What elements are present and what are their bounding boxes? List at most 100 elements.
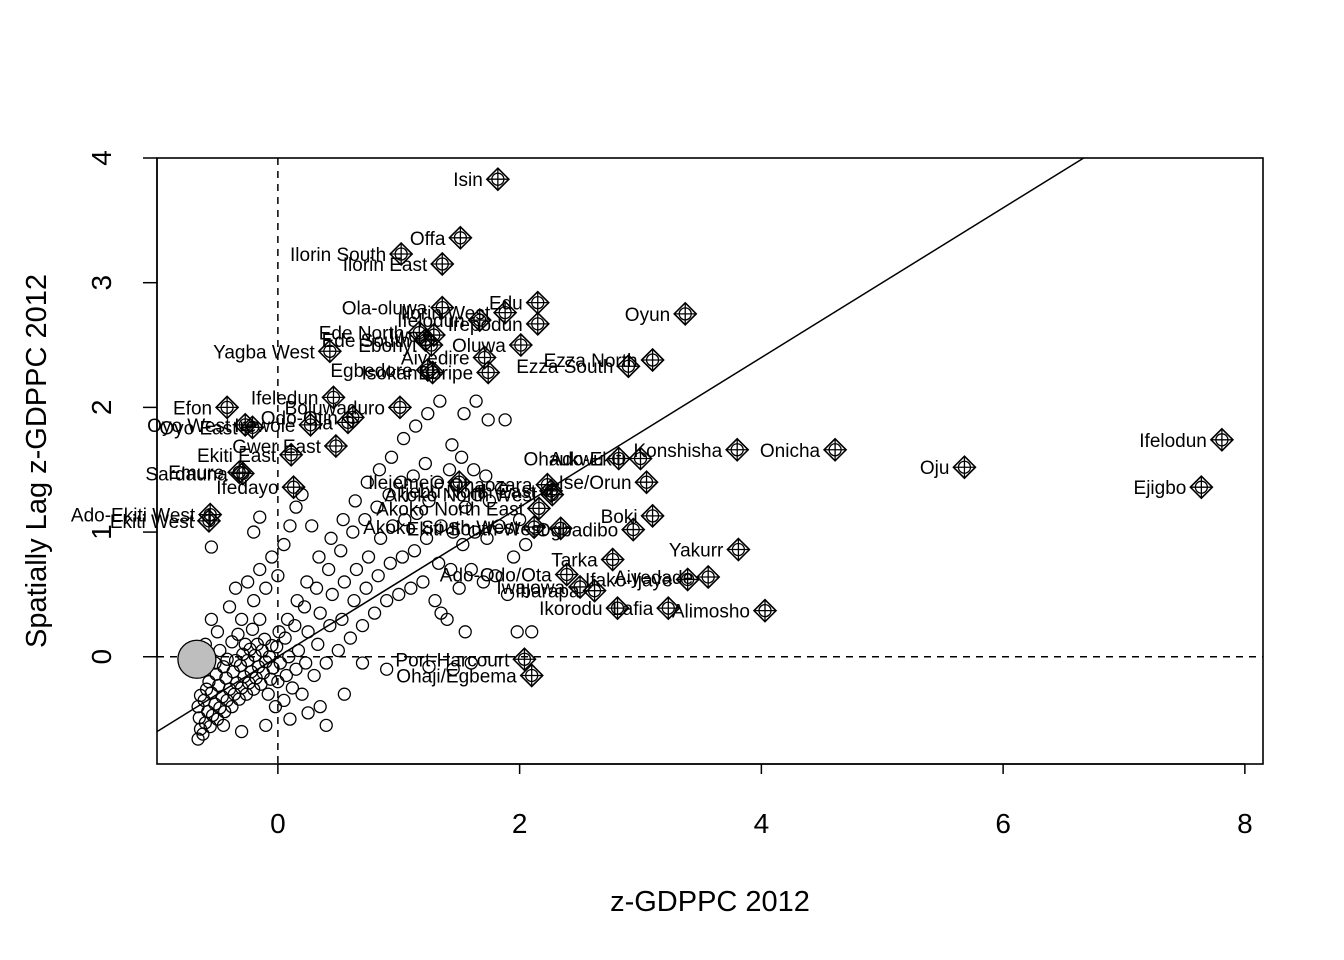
scatter-point xyxy=(209,667,223,681)
influential-point xyxy=(492,300,518,325)
influential-point xyxy=(321,385,346,410)
influential-point xyxy=(421,322,446,348)
influential-point-label: Oyun xyxy=(625,305,670,326)
scatter-point xyxy=(506,550,521,564)
influential-point xyxy=(634,470,659,495)
scatter-point xyxy=(500,587,515,602)
scatter-point xyxy=(410,506,424,521)
scatter-point xyxy=(373,531,388,545)
scatter-point xyxy=(204,612,219,627)
influential-point xyxy=(675,567,700,592)
scatter-point xyxy=(259,718,273,732)
influential-point-label: Ohaji/Egbema xyxy=(396,666,517,687)
scatter-point xyxy=(226,665,240,679)
influential-point-label: Port-Harcourt xyxy=(395,650,510,671)
influential-point-label: Oluwa xyxy=(452,336,506,357)
influential-point xyxy=(508,332,533,358)
reference-lines xyxy=(157,158,1263,764)
scatter-point xyxy=(253,612,267,627)
x-tick-label: 0 xyxy=(270,808,286,839)
scatter-point xyxy=(458,625,472,639)
scatter-point xyxy=(456,537,470,552)
scatter-point xyxy=(512,512,527,527)
scatter-point xyxy=(301,706,315,720)
influential-point-label: Ezza North xyxy=(544,351,638,372)
scatter-point xyxy=(216,718,231,732)
influential-point-label: Oju xyxy=(920,458,950,479)
scatter-point xyxy=(270,640,284,654)
scatter-point xyxy=(321,562,336,577)
influential-point xyxy=(389,241,414,267)
influential-point xyxy=(279,442,304,467)
scatter-point xyxy=(227,687,242,701)
scatter-points xyxy=(191,394,539,746)
influential-point xyxy=(430,251,455,277)
influential-point-label: Ebonyi xyxy=(358,336,416,357)
scatter-point xyxy=(452,581,466,595)
influential-point xyxy=(420,360,445,385)
influential-point-label: Ikorodu xyxy=(539,599,602,620)
scatter-point xyxy=(324,531,338,545)
influential-point-label: Egbedore xyxy=(330,361,412,382)
scatter-point xyxy=(231,627,245,641)
scatter-point xyxy=(331,643,345,658)
scatter-point xyxy=(336,512,350,527)
influential-point xyxy=(548,516,573,541)
influential-point xyxy=(335,410,361,435)
scatter-point xyxy=(367,606,382,620)
scatter-point xyxy=(319,718,333,732)
influential-point xyxy=(628,446,653,471)
influential-point xyxy=(298,412,323,437)
scatter-point xyxy=(498,413,512,427)
scatter-point xyxy=(464,562,478,577)
scatter-point xyxy=(337,575,352,589)
scatter-point xyxy=(268,699,283,714)
scatter-point xyxy=(295,687,309,701)
scatter-point xyxy=(479,469,493,483)
scatter-point xyxy=(396,431,411,446)
scatter-point xyxy=(468,525,482,539)
scatter-point xyxy=(202,675,216,689)
scatter-point xyxy=(271,675,285,689)
scatter-point xyxy=(458,500,472,514)
influential-point xyxy=(656,596,681,621)
scatter-point xyxy=(283,712,297,726)
scatter-point xyxy=(355,656,370,670)
influential-point-label: Tarka xyxy=(551,551,598,572)
scatter-point xyxy=(419,531,434,545)
scatter-point xyxy=(238,637,252,651)
influential-point xyxy=(317,339,342,364)
scatter-point xyxy=(325,587,339,602)
scatter-point xyxy=(319,656,333,670)
influential-point-label: Aiyedade xyxy=(614,568,693,589)
scatter-point xyxy=(360,475,374,489)
scatter-point xyxy=(278,631,292,645)
influential-point-label: Yakurr xyxy=(669,541,724,562)
scatter-point xyxy=(355,618,370,633)
scatter-point xyxy=(416,575,430,589)
scatter-point xyxy=(204,540,219,554)
influential-point-label: Ilejemeje xyxy=(368,473,444,494)
scatter-point xyxy=(434,606,448,620)
influential-point xyxy=(540,482,565,507)
scatter-point xyxy=(444,562,458,577)
influential-point xyxy=(525,290,550,315)
influential-point-label: Irepodun xyxy=(448,315,523,336)
influential-point-label: Ibarapa xyxy=(515,582,580,603)
influential-point-label: Ilorin East xyxy=(343,255,428,276)
influential-point xyxy=(1189,475,1214,500)
scatter-point xyxy=(404,581,418,595)
scatter-point xyxy=(348,494,362,508)
influential-point xyxy=(554,562,579,587)
highlight-point-group xyxy=(177,639,217,679)
scatter-point xyxy=(359,581,373,595)
influential-point xyxy=(230,461,255,486)
influential-point xyxy=(387,395,413,420)
y-tick-label: 3 xyxy=(86,275,117,291)
scatter-point xyxy=(482,494,497,508)
influential-point-label: Akoko South West xyxy=(363,518,520,539)
influential-point-label: Konshisha xyxy=(633,441,722,462)
scatter-point xyxy=(371,569,385,583)
scatter-point xyxy=(191,732,205,746)
scatter-point xyxy=(470,488,484,502)
